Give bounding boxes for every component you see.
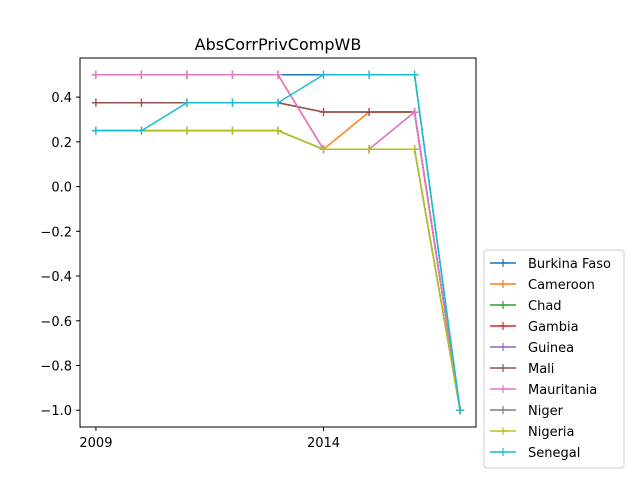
data-point-senegal <box>137 126 146 135</box>
y-tick-label: 0.4 <box>51 91 72 106</box>
data-point-mali <box>365 108 374 117</box>
data-point-mauritania <box>91 70 100 79</box>
data-point-mauritania <box>228 70 237 79</box>
data-point-senegal <box>182 98 191 107</box>
data-point-mauritania <box>137 70 146 79</box>
data-point-mauritania <box>410 108 419 117</box>
y-tick-label: −0.8 <box>40 360 72 375</box>
data-point-senegal <box>410 70 419 79</box>
legend-marker-mauritania <box>499 385 507 393</box>
data-point-mali <box>137 98 146 107</box>
data-point-senegal <box>456 406 465 415</box>
legend-label-mauritania: Mauritania <box>528 383 597 398</box>
legend-marker-burkina-faso <box>499 259 507 267</box>
data-point-senegal <box>228 98 237 107</box>
data-point-mauritania <box>274 70 282 79</box>
data-point-senegal <box>319 70 328 79</box>
legend-box <box>483 249 625 469</box>
data-point-mauritania <box>182 70 191 79</box>
legend-label-chad: Chad <box>528 299 562 314</box>
legend-label-senegal: Senegal <box>528 446 580 461</box>
y-tick-label: 0.2 <box>51 136 72 151</box>
legend-marker-nigeria <box>499 427 507 435</box>
x-tick-label: 2009 <box>79 436 112 451</box>
legend-marker-cameroon <box>499 280 507 288</box>
legend-marker-gambia <box>499 322 507 330</box>
legend-label-burkina-faso: Burkina Faso <box>528 257 611 272</box>
data-point-nigeria <box>274 126 282 135</box>
legend-marker-guinea <box>499 343 507 351</box>
legend-label-cameroon: Cameroon <box>528 278 595 293</box>
axes-frame <box>79 57 477 428</box>
data-point-nigeria <box>365 145 374 154</box>
legend-marker-senegal <box>499 448 507 456</box>
data-point-mali <box>319 108 328 117</box>
y-tick-label: −0.6 <box>40 315 72 330</box>
data-point-senegal <box>365 70 374 79</box>
data-point-nigeria <box>410 145 419 154</box>
legend-label-mali: Mali <box>528 362 554 377</box>
legend-marker-mali <box>499 364 507 372</box>
data-point-senegal <box>274 98 282 107</box>
legend: Burkina Faso Cameroon Chad Gambia Guinea Mali… <box>483 249 625 469</box>
data-point-senegal <box>91 126 100 135</box>
legend-label-nigeria: Nigeria <box>528 425 575 440</box>
y-tick-label: −0.4 <box>40 270 72 285</box>
data-point-nigeria <box>182 126 191 135</box>
legend-label-guinea: Guinea <box>528 341 574 356</box>
legend-marker-chad <box>499 301 507 309</box>
plot-area: 0.4 0.2 0.0 −0.2 −0.4 −0.6 −0.8 −1.0 2009 2014 <box>40 57 477 451</box>
y-tick-label: −1.0 <box>40 404 72 419</box>
data-point-mali <box>91 98 100 107</box>
legend-marker-niger <box>499 406 507 414</box>
y-tick-label: 0.0 <box>51 181 72 196</box>
legend-label-niger: Niger <box>528 404 564 419</box>
x-tick-label: 2014 <box>307 436 340 451</box>
data-point-nigeria <box>228 126 237 135</box>
legend-label-gambia: Gambia <box>528 320 579 335</box>
chart-title: AbsCorrPrivCompWB <box>195 35 362 54</box>
data-point-nigeria <box>319 145 328 154</box>
y-tick-label: −0.2 <box>40 225 72 240</box>
